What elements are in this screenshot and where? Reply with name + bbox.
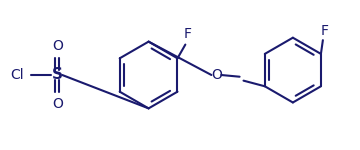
Text: F: F — [183, 27, 191, 41]
Text: F: F — [321, 24, 329, 38]
Text: O: O — [211, 68, 222, 82]
Text: Cl: Cl — [10, 68, 24, 82]
Text: O: O — [52, 39, 63, 53]
Text: O: O — [52, 97, 63, 111]
Text: S: S — [52, 68, 63, 82]
